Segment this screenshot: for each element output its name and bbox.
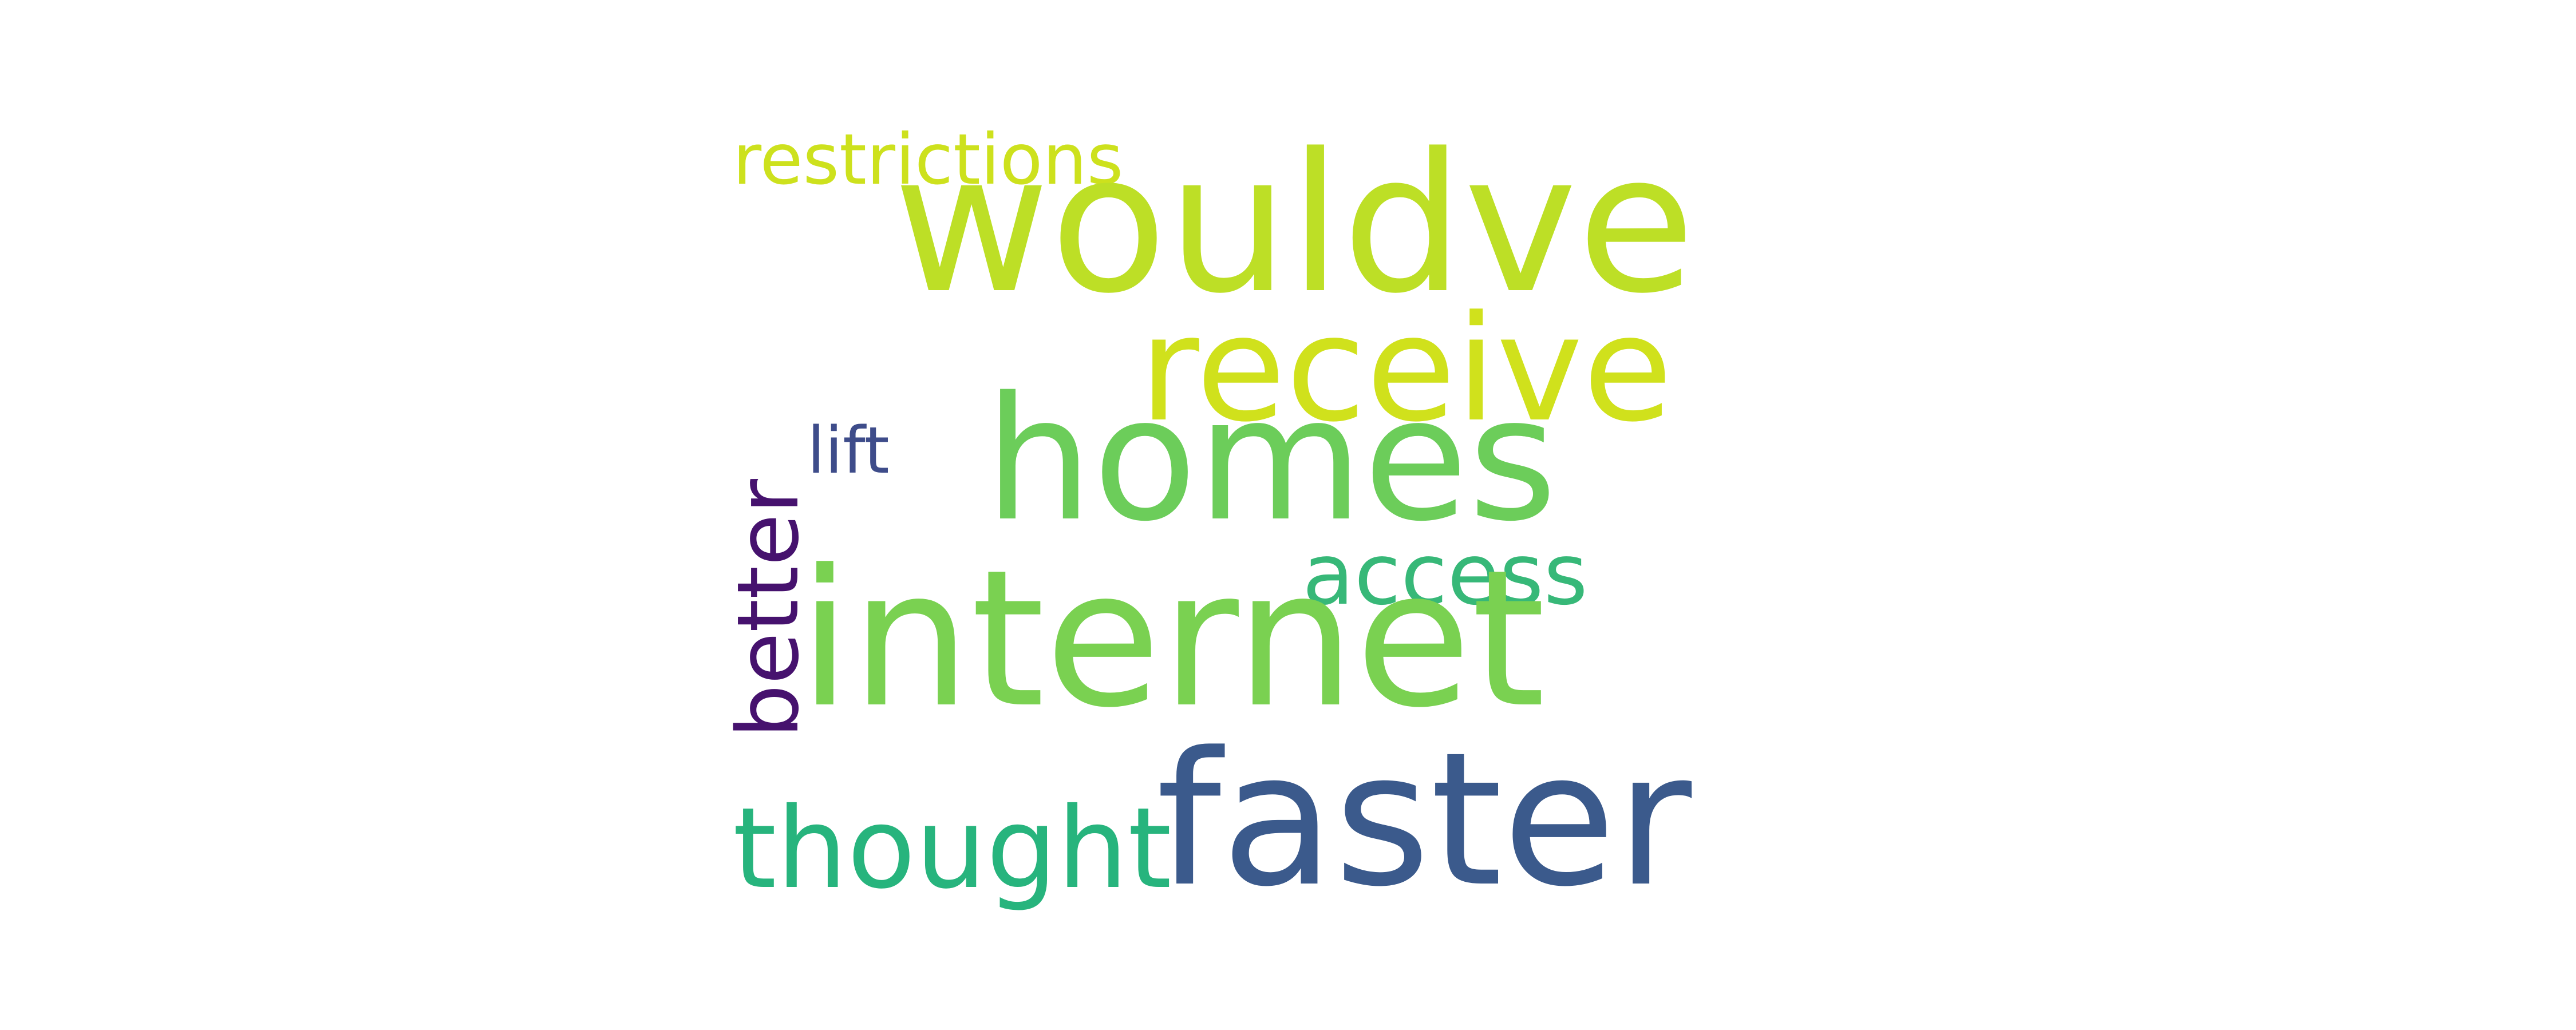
word-faster: faster: [1156, 712, 1692, 927]
word-thought: thought: [733, 783, 1172, 913]
word-better: better: [719, 479, 817, 738]
word-access: access: [1302, 525, 1588, 624]
word-homes: homes: [985, 360, 1558, 559]
word-internet: internet: [799, 529, 1546, 749]
word-restrictions: restrictions: [733, 119, 1124, 200]
word-receive: receive: [1139, 284, 1673, 454]
word-wouldve: wouldve: [893, 113, 1696, 336]
word-lift: lift: [807, 414, 890, 488]
